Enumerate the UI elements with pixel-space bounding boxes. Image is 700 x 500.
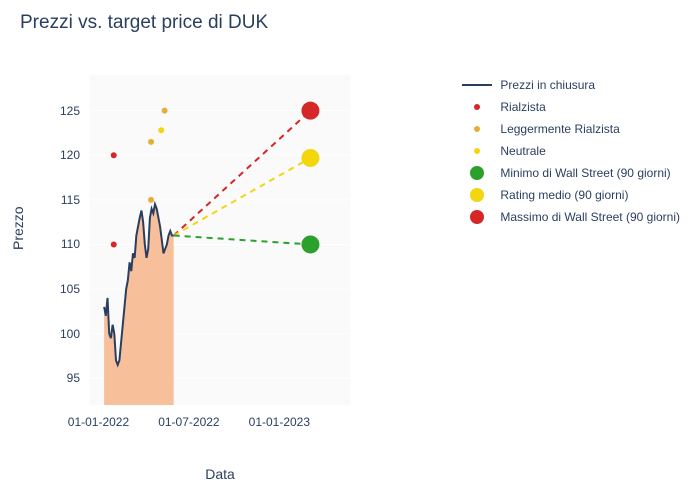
legend-label: Minimo di Wall Street (90 giorni) bbox=[500, 166, 670, 180]
legend-item: Prezzi in chiusura bbox=[462, 75, 680, 95]
legend-label: Rialzista bbox=[500, 100, 545, 114]
legend-label: Prezzi in chiusura bbox=[500, 78, 595, 92]
legend-label: Rating medio (90 giorni) bbox=[500, 188, 628, 202]
x-tick: 01-01-2023 bbox=[249, 415, 310, 429]
y-tick: 95 bbox=[40, 371, 80, 385]
legend-item: Rating medio (90 giorni) bbox=[462, 185, 680, 205]
y-tick: 115 bbox=[40, 193, 80, 207]
legend-item: Rialzista bbox=[462, 97, 680, 117]
legend-label: Leggermente Rialzista bbox=[500, 122, 619, 136]
legend-item: Leggermente Rialzista bbox=[462, 119, 680, 139]
legend-label: Neutrale bbox=[500, 144, 545, 158]
legend: Prezzi in chiusura Rialzista Leggermente R… bbox=[462, 75, 680, 229]
legend-dot-swatch bbox=[474, 148, 480, 154]
x-tick: 01-07-2022 bbox=[158, 415, 219, 429]
x-tick: 01-01-2022 bbox=[68, 415, 129, 429]
y-tick: 120 bbox=[40, 148, 80, 162]
legend-dot-swatch bbox=[470, 210, 484, 224]
legend-dot-swatch bbox=[470, 188, 484, 202]
legend-dot-swatch bbox=[474, 104, 480, 110]
plot-background bbox=[90, 75, 350, 405]
chart-title: Prezzi vs. target price di DUK bbox=[20, 12, 268, 34]
legend-label: Massimo di Wall Street (90 giorni) bbox=[500, 210, 680, 224]
legend-dot-swatch bbox=[470, 166, 484, 180]
y-axis-label: Prezzo bbox=[10, 206, 26, 250]
y-tick: 125 bbox=[40, 104, 80, 118]
chart-container: Prezzi vs. target price di DUK Prezzo Da… bbox=[0, 0, 700, 500]
legend-item: Neutrale bbox=[462, 141, 680, 161]
legend-item: Massimo di Wall Street (90 giorni) bbox=[462, 207, 680, 227]
legend-item: Minimo di Wall Street (90 giorni) bbox=[462, 163, 680, 183]
legend-dot-swatch bbox=[474, 126, 480, 132]
legend-line-swatch bbox=[462, 84, 492, 86]
y-tick: 110 bbox=[40, 237, 80, 251]
y-tick: 100 bbox=[40, 327, 80, 341]
x-axis-label: Data bbox=[90, 466, 350, 482]
y-tick: 105 bbox=[40, 282, 80, 296]
